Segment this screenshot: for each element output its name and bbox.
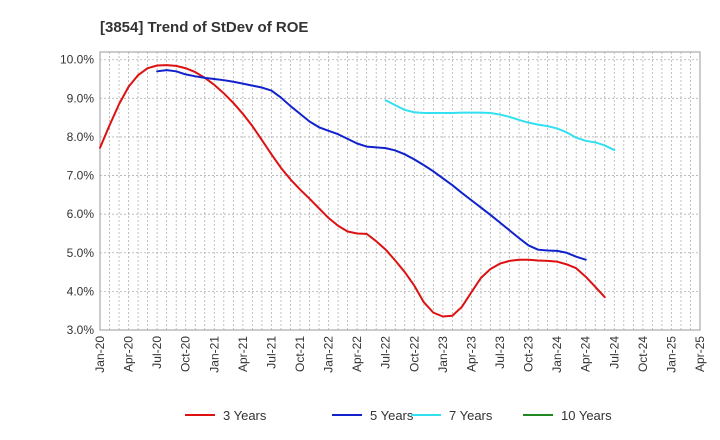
y-tick-label: 7.0% [67,169,95,183]
x-tick-label: Jan-22 [322,336,336,373]
x-tick-label: Oct-24 [636,336,650,372]
legend-label: 5 Years [370,408,414,423]
x-tick-label: Oct-22 [407,336,421,372]
x-tick-label: Jul-21 [264,336,278,369]
legend-label: 10 Years [561,408,612,423]
x-tick-label: Apr-25 [693,336,707,372]
x-tick-label: Jul-20 [150,336,164,369]
x-tick-label: Jul-24 [607,336,621,369]
legend: 3 Years 5 Years 7 Years 10 Years [185,408,612,423]
series-lines [99,64,616,318]
x-tick-label: Apr-23 [464,336,478,372]
x-tick-label: Jan-20 [93,336,107,373]
y-tick-label: 10.0% [60,53,94,67]
x-tick-label: Oct-21 [293,336,307,372]
series-line-7-years [384,99,616,152]
x-tick-label: Jul-23 [493,336,507,369]
legend-label: 7 Years [449,408,493,423]
y-tick-label: 3.0% [67,323,95,337]
y-tick-label: 9.0% [67,91,95,105]
y-tick-label: 4.0% [67,284,95,298]
x-tick-label: Apr-24 [579,336,593,372]
x-tick-label: Apr-21 [236,336,250,372]
x-tick-label: Apr-20 [122,336,136,372]
x-tick-label: Jan-21 [207,336,221,373]
legend-label: 3 Years [223,408,267,423]
plot-area [99,51,701,331]
y-tick-label: 6.0% [67,207,95,221]
x-tick-label: Jan-23 [436,336,450,373]
x-axis: Jan-20 Apr-20 Jul-20 Oct-20 Jan-21 Apr-21 Jul-… [93,336,707,373]
chart-title: [3854] Trend of StDev of ROE [100,19,308,36]
x-tick-label: Jul-22 [379,336,393,369]
y-tick-label: 8.0% [67,130,95,144]
plot-border [99,51,701,331]
y-tick-label: 5.0% [67,246,95,260]
x-tick-label: Jan-25 [664,336,678,373]
x-tick-label: Jan-24 [550,336,564,373]
x-tick-label: Apr-22 [350,336,364,372]
x-tick-label: Oct-23 [522,336,536,372]
grid [100,52,700,330]
series-line-5-years [156,69,587,261]
series-line-3-years [99,64,606,318]
y-axis: 3.0% 4.0% 5.0% 6.0% 7.0% 8.0% 9.0% 10.0% [60,53,94,337]
x-tick-label: Oct-20 [179,336,193,372]
